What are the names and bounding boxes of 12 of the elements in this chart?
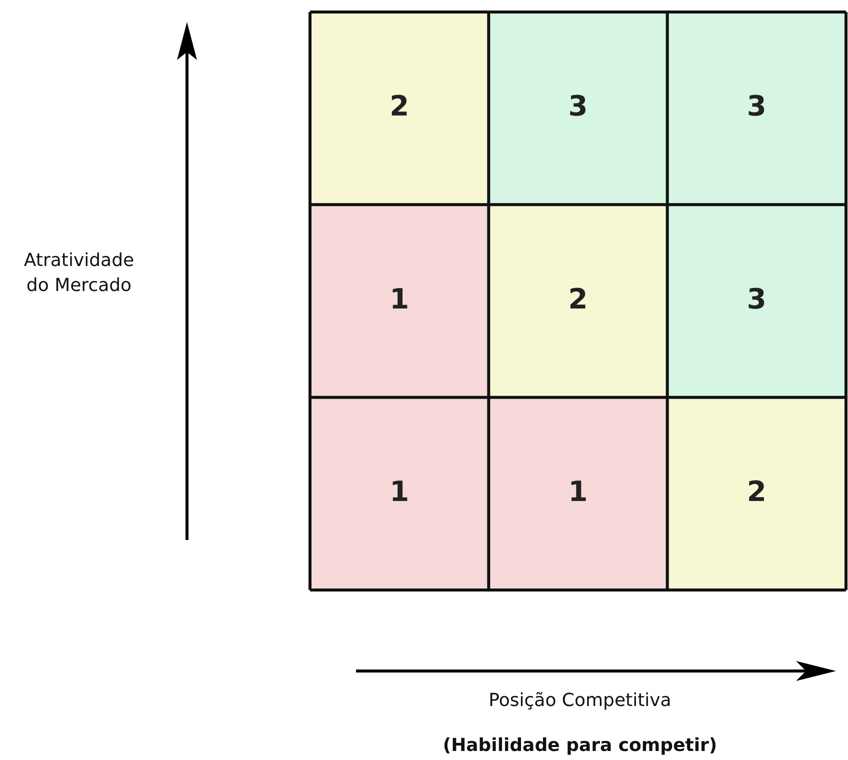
data-label: 1 xyxy=(568,474,588,508)
data-label: 3 xyxy=(746,282,766,316)
data-label: 3 xyxy=(746,90,766,123)
data-label: 1 xyxy=(390,282,410,316)
data-label: 1 xyxy=(390,474,410,508)
text: Posição Competitiva xyxy=(488,690,672,711)
data-label: 2 xyxy=(746,474,766,508)
data-label: 3 xyxy=(568,90,588,123)
data-label: 2 xyxy=(390,90,410,123)
data-label: 2 xyxy=(568,282,588,316)
text: Atratividade do Mercado xyxy=(22,249,136,298)
text: (Habilidade para competir) xyxy=(442,735,718,756)
